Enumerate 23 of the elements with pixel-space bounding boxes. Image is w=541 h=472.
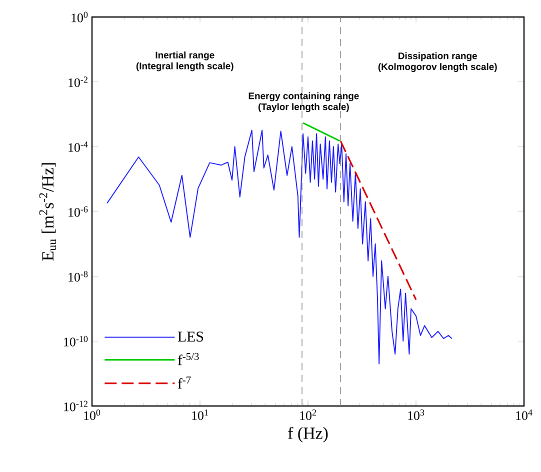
annotation: (Kolmogorov length scale) [378,63,497,72]
y-tick-label: 10$^{-8}$ [68,271,88,282]
legend-label: f$^{-5/3}$ [178,352,199,366]
legend-label: LES [178,332,204,342]
y-tick-label: 10$^{-6}$ [68,206,88,217]
y-axis-title: E$_{uu}$ [m$^{2}$s$^{-2}$/Hz] [39,163,56,261]
legend-label: f$^{-7}$ [178,376,191,389]
x-axis-title: f (Hz) [288,426,328,442]
annotation: Dissipation range [398,52,477,62]
annotation: Inertial range [156,51,214,60]
x-tick-label: 10$^{1}$ [192,410,208,420]
annotation: (Integral length scale) [136,62,234,72]
y-tick-label: 10$^{-2}$ [68,76,88,88]
x-tick-label: 10$^{0}$ [84,410,100,420]
annotation: (Taylor length scale) [258,103,349,112]
y-tick-label: 10$^{-12}$ [64,400,88,412]
x-tick-label: 10$^{2}$ [300,410,316,420]
x-tick-label: 10$^{4}$ [516,410,532,420]
x-tick-label: 10$^{3}$ [408,410,424,420]
y-tick-label: 10$^{-4}$ [68,141,88,152]
y-tick-label: 10$^{0}$ [72,12,88,22]
y-tick-label: 10$^{-10}$ [64,336,88,346]
annotation: Energy containing range [248,92,359,102]
